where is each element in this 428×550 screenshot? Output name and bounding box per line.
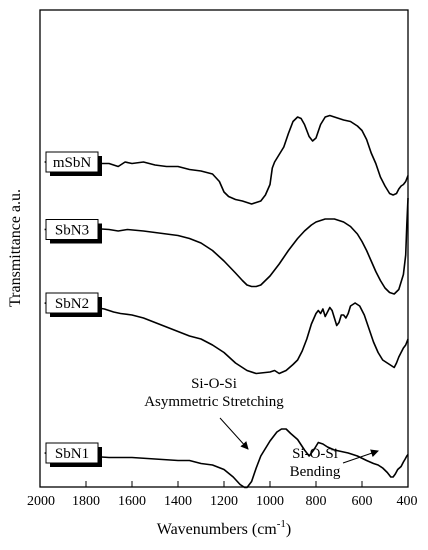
annotation-asymmetric-stretching: Si-O-Si Asymmetric Stretching (144, 376, 284, 450)
series-group (44, 114, 409, 489)
series-line-sbn3 (44, 197, 409, 295)
series-label-box (45, 219, 99, 240)
series-label-msbn: mSbN (53, 155, 92, 171)
series-label-box (45, 292, 99, 314)
series-line-sbn2 (44, 302, 409, 375)
x-tick-label: 400 (397, 494, 418, 509)
series-labels: mSbN SbN3 SbN2 SbN1 (45, 151, 102, 467)
x-tick-label: 1200 (210, 494, 238, 509)
annotation-bending: Si-O-Si Bending (290, 446, 379, 480)
x-tick-label: 1400 (164, 494, 192, 509)
series-label-box (45, 151, 99, 173)
x-tick-label: 1600 (118, 494, 146, 509)
x-axis-ticks: 2000 1800 1600 1400 1200 1000 800 600 400 (27, 481, 418, 509)
plot-frame (39, 9, 409, 488)
x-tick-label: 1800 (72, 494, 100, 509)
annotation-bending-arrow (342, 449, 379, 464)
series-label-sbn1: SbN1 (55, 446, 89, 462)
annotation-bending-line1: Si-O-Si (292, 446, 338, 462)
series-label-box (45, 442, 99, 464)
x-axis-label: Wavenumbers (cm-1) (157, 518, 292, 538)
annotation-stretching-line2: Asymmetric Stretching (144, 394, 284, 410)
x-tick-label: 600 (352, 494, 373, 509)
series-line-sbn1 (44, 428, 409, 489)
annotation-stretching-line1: Si-O-Si (191, 376, 237, 392)
y-axis-label: Transmittance a.u. (7, 189, 24, 307)
series-label-sbn3: SbN3 (55, 223, 89, 239)
x-tick-label: 800 (306, 494, 327, 509)
annotation-stretching-arrow (219, 417, 249, 450)
x-tick-label: 1000 (256, 494, 284, 509)
x-tick-label: 2000 (27, 494, 55, 509)
series-line-msbn (44, 114, 409, 205)
series-label-sbn2: SbN2 (55, 296, 89, 312)
annotation-bending-line2: Bending (290, 464, 341, 480)
